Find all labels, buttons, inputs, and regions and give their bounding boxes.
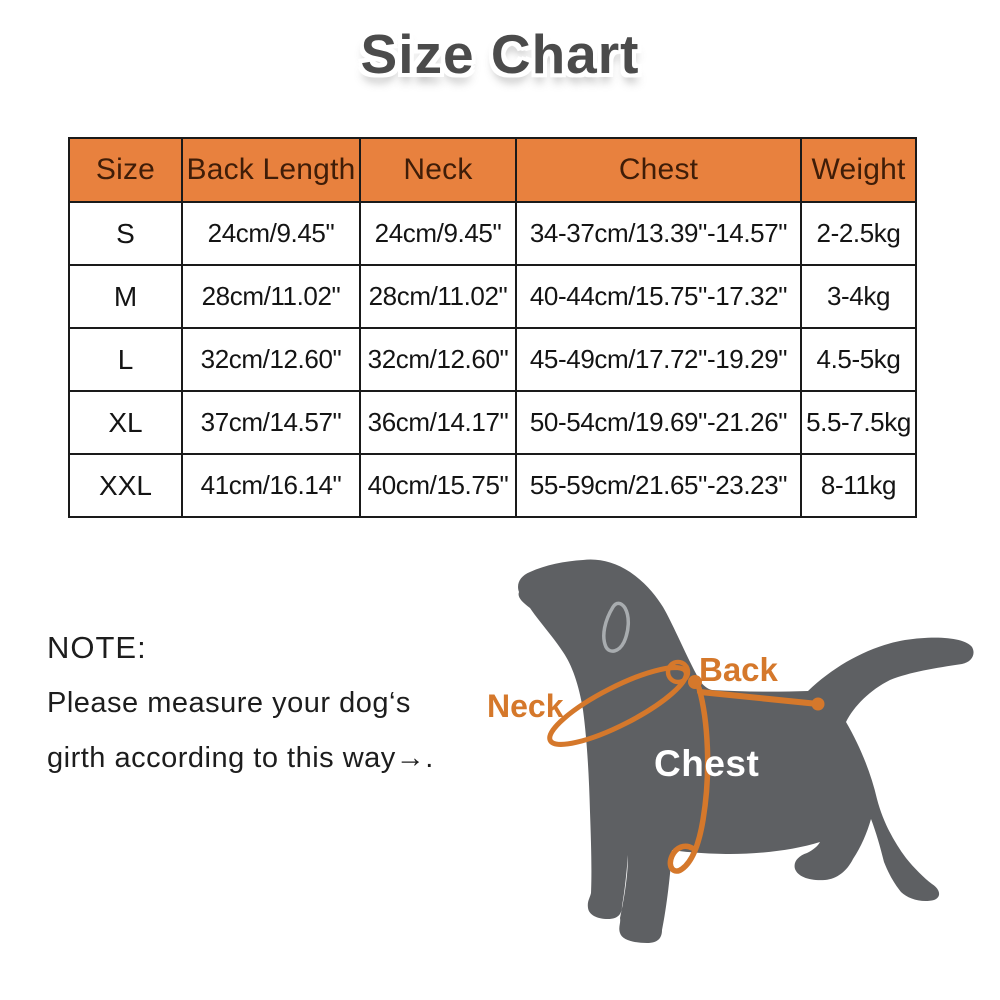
- cell-neck: 36cm/14.17": [359, 390, 517, 455]
- cell-size: S: [68, 201, 183, 266]
- table-row-s: S 24cm/9.45" 24cm/9.45" 34-37cm/13.39"-1…: [68, 201, 917, 266]
- neck-measure-ellipse: [547, 665, 689, 747]
- note-line-1: Please measure your dog‘s: [47, 687, 411, 719]
- page-title: Size Chart: [360, 23, 640, 85]
- withers-curl: [665, 659, 691, 685]
- cell-neck: 28cm/11.02": [359, 264, 517, 329]
- table-row-xl: XL 37cm/14.57" 36cm/14.17" 50-54cm/19.69…: [68, 390, 917, 455]
- table-header-row: Size Back Length Neck Chest Weight: [68, 137, 917, 203]
- back-line-end-dot: [811, 697, 825, 711]
- dog-measurement-diagram: [518, 559, 974, 943]
- cell-chest: 55-59cm/21.65"-23.23": [515, 453, 802, 518]
- cell-chest: 50-54cm/19.69"-21.26": [515, 390, 802, 455]
- header-neck: Neck: [359, 137, 517, 203]
- cell-weight: 2-2.5kg: [800, 201, 917, 266]
- cell-chest: 34-37cm/13.39"-14.57": [515, 201, 802, 266]
- table-row-xxl: XXL 41cm/16.14" 40cm/15.75" 55-59cm/21.6…: [68, 453, 917, 518]
- chest-label: Chest: [654, 743, 760, 784]
- cell-neck: 40cm/15.75": [359, 453, 517, 518]
- header-size: Size: [68, 137, 183, 203]
- neck-label: Neck: [487, 688, 564, 724]
- back-measure-line: [697, 689, 821, 707]
- note-heading: NOTE:: [47, 630, 147, 665]
- table-row-m: M 28cm/11.02" 28cm/11.02" 40-44cm/15.75"…: [68, 264, 917, 329]
- cell-weight: 5.5-7.5kg: [800, 390, 917, 455]
- note-line-2: girth according to this way→.: [47, 742, 434, 774]
- cell-neck: 32cm/12.60": [359, 327, 517, 392]
- dog-silhouette: [518, 559, 974, 943]
- cell-weight: 8-11kg: [800, 453, 917, 518]
- cell-chest: 45-49cm/17.72"-19.29": [515, 327, 802, 392]
- cell-back: 32cm/12.60": [181, 327, 361, 392]
- back-label: Back: [699, 651, 778, 688]
- cell-neck: 24cm/9.45": [359, 201, 517, 266]
- cell-size: L: [68, 327, 183, 392]
- header-weight: Weight: [800, 137, 917, 203]
- size-table: Size Back Length Neck Chest Weight S 24c…: [68, 137, 917, 518]
- chest-measure-line: [667, 685, 711, 874]
- table-row-l: L 32cm/12.60" 32cm/12.60" 45-49cm/17.72"…: [68, 327, 917, 392]
- note-block: NOTE: Please measure your dog‘s girth ac…: [47, 630, 434, 797]
- cell-size: XL: [68, 390, 183, 455]
- cell-back: 24cm/9.45": [181, 201, 361, 266]
- dog-ear-line: [602, 601, 630, 653]
- cell-size: M: [68, 264, 183, 329]
- cell-weight: 4.5-5kg: [800, 327, 917, 392]
- cell-size: XXL: [68, 453, 183, 518]
- cell-weight: 3-4kg: [800, 264, 917, 329]
- cell-back: 41cm/16.14": [181, 453, 361, 518]
- cell-chest: 40-44cm/15.75"-17.32": [515, 264, 802, 329]
- header-back-length: Back Length: [181, 137, 361, 203]
- cell-back: 28cm/11.02": [181, 264, 361, 329]
- cell-back: 37cm/14.57": [181, 390, 361, 455]
- header-chest: Chest: [515, 137, 802, 203]
